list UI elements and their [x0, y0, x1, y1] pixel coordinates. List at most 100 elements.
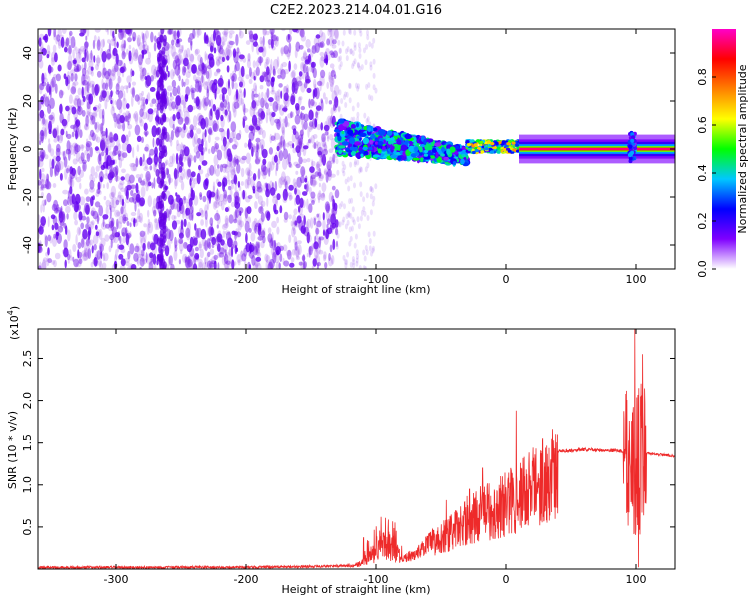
noise-mark — [235, 208, 239, 219]
signal-mark — [362, 137, 370, 145]
noise-mark — [270, 90, 276, 95]
noise-mark — [372, 230, 376, 237]
noise-mark — [208, 109, 214, 121]
noise-mark — [316, 141, 322, 153]
noise-mark — [44, 33, 49, 43]
noise-mark — [204, 129, 207, 138]
noise-mark — [329, 76, 335, 87]
noise-mark — [331, 157, 334, 164]
noise-mark — [246, 169, 251, 180]
noise-mark — [293, 182, 298, 191]
noise-mark — [311, 45, 317, 54]
noise-mark — [355, 249, 359, 256]
noise-mark — [82, 229, 88, 240]
noise-mark — [274, 132, 281, 140]
noise-mark — [173, 249, 178, 261]
noise-mark — [183, 241, 188, 249]
noise-mark — [197, 137, 202, 145]
noise-mark — [183, 101, 187, 109]
noise-mark — [233, 240, 238, 249]
noise-mark — [130, 190, 134, 197]
noise-mark — [147, 181, 152, 187]
noise-mark — [62, 213, 66, 223]
colorbar-ticks: 0.00.20.40.60.8 — [696, 68, 716, 278]
noise-mark — [85, 142, 91, 152]
noise-mark — [130, 184, 137, 189]
noise-mark — [212, 201, 218, 210]
noise-mark — [117, 124, 123, 130]
noise-mark — [327, 54, 331, 61]
noise-mark — [340, 98, 344, 104]
noise-mark — [42, 257, 48, 263]
noise-mark — [101, 130, 107, 137]
spike-mark — [155, 201, 160, 210]
noise-mark — [118, 143, 121, 151]
noise-mark — [201, 150, 204, 156]
noise-mark — [234, 159, 240, 164]
noise-mark — [253, 99, 258, 111]
signal-mark — [494, 141, 499, 145]
noise-mark — [183, 156, 186, 163]
noise-mark — [93, 244, 97, 251]
noise-mark — [324, 141, 327, 153]
y-tick-label: 0.5 — [21, 518, 34, 536]
noise-mark — [309, 166, 315, 174]
noise-mark — [144, 79, 150, 88]
noise-mark — [302, 52, 308, 60]
noise-mark — [298, 71, 303, 77]
noise-mark — [91, 176, 96, 183]
noise-mark — [230, 179, 235, 185]
noise-mark — [259, 75, 265, 83]
noise-mark — [366, 215, 370, 221]
noise-mark — [65, 205, 71, 214]
noise-mark — [237, 259, 241, 266]
noise-mark — [183, 49, 188, 61]
noise-mark — [208, 134, 211, 144]
noise-mark — [41, 261, 47, 269]
noise-mark — [248, 30, 253, 39]
noise-mark — [230, 121, 237, 133]
noise-mark — [305, 228, 308, 234]
noise-mark — [88, 238, 91, 244]
noise-mark — [186, 244, 193, 253]
noise-mark — [68, 54, 73, 63]
noise-mark — [265, 56, 271, 65]
noise-mark — [252, 145, 256, 152]
noise-mark — [87, 75, 91, 87]
noise-mark — [331, 90, 338, 102]
noise-mark — [300, 56, 306, 62]
noise-mark — [121, 134, 126, 144]
signal-mark — [341, 130, 345, 135]
noise-mark — [103, 195, 107, 201]
noise-mark — [243, 114, 247, 122]
noise-mark — [86, 153, 91, 162]
signal-mark — [484, 141, 488, 145]
signal-mark — [363, 150, 369, 156]
noise-mark — [230, 201, 235, 208]
noise-mark — [77, 87, 82, 96]
noise-mark — [175, 152, 179, 165]
noise-mark — [110, 238, 113, 249]
noise-mark — [96, 213, 100, 225]
colorbar-tick-label: 0.6 — [696, 116, 709, 134]
noise-mark — [189, 53, 195, 63]
noise-mark — [152, 198, 157, 209]
noise-mark — [308, 137, 312, 144]
noise-mark — [281, 129, 285, 140]
noise-mark — [112, 48, 116, 60]
noise-mark — [231, 144, 238, 150]
noise-mark — [295, 103, 300, 111]
noise-mark — [325, 96, 328, 105]
noise-mark — [138, 199, 144, 207]
noise-mark — [200, 118, 206, 130]
noise-mark — [55, 155, 61, 162]
noise-mark — [212, 181, 216, 192]
noise-mark — [302, 261, 306, 269]
noise-mark — [221, 41, 226, 46]
noise-mark — [76, 63, 79, 71]
noise-mark — [120, 206, 124, 215]
noise-mark — [76, 105, 83, 116]
noise-mark — [102, 262, 107, 269]
noise-mark — [52, 183, 57, 188]
noise-mark — [332, 238, 336, 251]
